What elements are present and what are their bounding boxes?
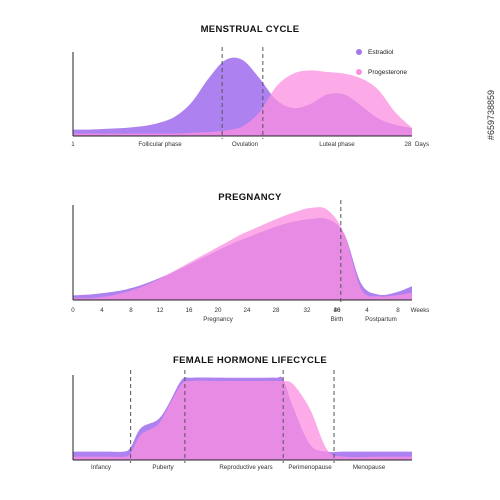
pregnancy-x-tick-label: 36 — [334, 307, 341, 314]
lifecycle-phase-label: Puberty — [152, 464, 174, 471]
pregnancy-x-tick-label: 32 — [304, 307, 311, 314]
menstrual-series-progesterone — [73, 70, 412, 136]
chart-title-hormone-lifecycle: FEMALE HORMONE LIFECYCLE — [173, 355, 327, 366]
lifecycle-series-progesterone — [73, 380, 412, 460]
chart-title-pregnancy: PREGNANCY — [218, 192, 282, 203]
lifecycle-phase-label: Menopause — [353, 464, 386, 471]
legend-item-progesterone: Progesterone — [356, 62, 407, 82]
pregnancy-x-tick-label: 20 — [215, 307, 222, 314]
pregnancy-x-tick-label: 16 — [186, 307, 193, 314]
pregnancy-x-tick-label: 8 — [129, 307, 133, 314]
progesterone-swatch — [356, 69, 362, 75]
pregnancy-x-tick-label: 0 — [71, 307, 75, 314]
pregnancy-x-tick-label: 8 — [396, 307, 400, 314]
pregnancy-x-tick-label: 24 — [244, 307, 251, 314]
pregnancy-x-tick-label: 12 — [157, 307, 164, 314]
menstrual-x-unit-label: Days — [415, 141, 429, 148]
watermark-id: #659738859 — [486, 90, 496, 141]
estradiol-swatch — [356, 49, 362, 55]
menstrual-x-tick-label: 28 — [405, 141, 412, 148]
pregnancy-x-tick-label: 28 — [273, 307, 280, 314]
menstrual-phase-label: Follicular phase — [138, 141, 182, 148]
chart-title-menstrual-cycle: MENSTRUAL CYCLE — [200, 24, 300, 35]
pregnancy-phase-label: Birth — [331, 316, 344, 323]
pregnancy-series-progesterone — [73, 207, 412, 300]
pregnancy-x-tick-label: 4 — [100, 307, 104, 314]
lifecycle-phase-label: Perimenopause — [288, 464, 332, 471]
legend-label-estradiol: Estradiol — [368, 48, 394, 56]
legend-label-progesterone: Progesterone — [368, 68, 408, 76]
lifecycle-phase-label: Reproductive years — [219, 464, 272, 471]
pregnancy-phase-label: Postpartum — [365, 316, 397, 323]
legend-item-estradiol: Estradiol — [356, 42, 407, 62]
legend: Estradiol Progesterone — [356, 42, 407, 82]
menstrual-x-tick-label: 1 — [71, 141, 75, 148]
pregnancy-phase-label: Pregnancy — [203, 316, 233, 323]
menstrual-phase-label: Ovulation — [232, 141, 259, 148]
pregnancy-x-tick-label: 40 — [334, 307, 341, 314]
menstrual-phase-label: Luteal phase — [319, 141, 355, 148]
lifecycle-phase-label: Infancy — [91, 464, 112, 471]
pregnancy-x-tick-label: 4 — [365, 307, 369, 314]
pregnancy-x-unit-label: Weeks — [411, 307, 430, 314]
